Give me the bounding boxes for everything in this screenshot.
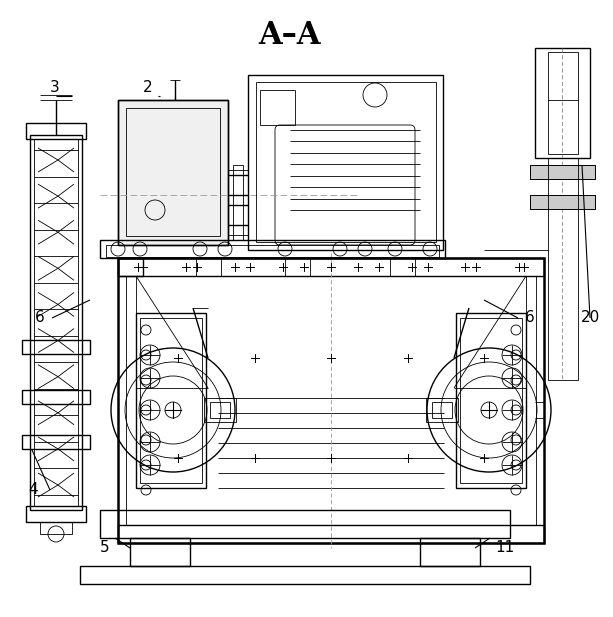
Bar [228, 170, 248, 235]
Bar [118, 100, 228, 245]
Bar [118, 258, 544, 543]
Bar [548, 158, 578, 380]
Text: 11: 11 [495, 540, 515, 555]
Bar [196, 258, 221, 276]
Bar [100, 510, 510, 538]
Bar [100, 240, 445, 258]
Text: 5: 5 [100, 540, 110, 555]
Bar [126, 276, 536, 525]
Bar [233, 165, 243, 240]
Bar [118, 258, 544, 276]
Bar [80, 566, 530, 584]
Bar [126, 108, 220, 236]
Bar [260, 90, 295, 125]
Bar [34, 139, 78, 506]
Bar [118, 525, 544, 543]
Text: A–A: A–A [259, 20, 321, 51]
Bar [390, 258, 415, 276]
Bar [248, 75, 443, 250]
Bar [40, 522, 72, 534]
Bar [30, 135, 82, 510]
Text: 2: 2 [143, 80, 153, 96]
Bar [22, 435, 90, 449]
Bar [420, 538, 480, 566]
Bar [432, 402, 452, 418]
Bar [530, 165, 595, 179]
Bar [548, 52, 578, 154]
Text: 6: 6 [35, 310, 45, 326]
Bar [118, 100, 228, 245]
Bar [530, 165, 595, 179]
Bar [426, 398, 458, 422]
Bar [136, 313, 206, 488]
Bar [530, 195, 595, 209]
Bar [22, 390, 90, 404]
Bar [256, 82, 436, 242]
Bar [456, 313, 526, 488]
Bar [210, 402, 230, 418]
Text: 4: 4 [28, 482, 38, 497]
Bar [100, 510, 510, 538]
Bar [26, 506, 86, 522]
Bar [106, 245, 439, 257]
Bar [460, 318, 522, 483]
Bar [118, 258, 143, 276]
Bar [140, 318, 202, 483]
Text: 20: 20 [581, 310, 600, 326]
Bar [22, 340, 90, 354]
Bar [204, 398, 236, 422]
Text: 3: 3 [50, 80, 60, 96]
Bar [535, 48, 590, 158]
Bar [26, 123, 86, 139]
Bar [530, 195, 595, 209]
Bar [130, 538, 190, 566]
Text: 6: 6 [525, 310, 535, 326]
Bar [285, 258, 310, 276]
